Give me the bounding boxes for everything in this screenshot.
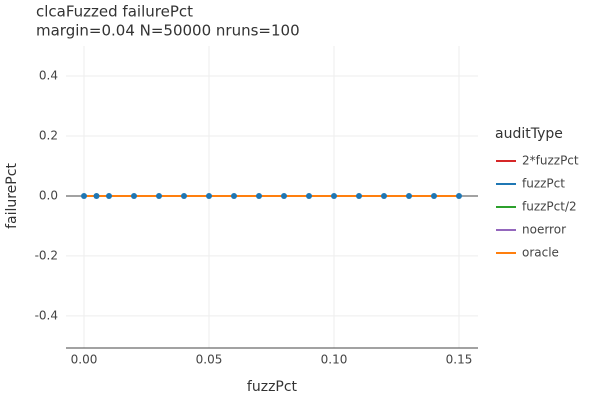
y-axis-title: failurePct [4,163,20,229]
y-tick-label: -0.4 [35,308,58,322]
point-marker [381,192,387,199]
y-tick-label: 0.2 [39,128,58,142]
point-marker [431,192,437,199]
x-axis-title: fuzzPct [247,379,298,395]
point-marker [281,192,287,199]
point-marker [356,192,362,199]
y-tick-label: 0.0 [39,188,58,202]
point-marker [331,192,337,199]
x-tick-label: 0.10 [321,353,348,367]
x-tick-label: 0.05 [196,353,223,367]
point-marker [456,192,462,199]
point-marker [131,192,137,199]
chart-subtitle: margin=0.04 N=50000 nruns=100 [36,22,300,40]
y-tick-label: -0.2 [35,248,58,262]
y-tick-label: 0.4 [39,68,58,82]
chart-title: clcaFuzzed failurePct [36,3,193,21]
legend-label: fuzzPct [522,177,565,191]
legend-label: noerror [522,223,566,237]
point-marker [406,192,412,199]
point-marker [81,192,87,199]
point-marker [256,192,262,199]
point-marker [106,192,112,199]
legend-title: auditType [495,126,563,142]
legend-label: fuzzPct/2 [522,200,577,214]
point-marker [306,192,312,199]
legend-label: 2*fuzzPct [522,154,579,168]
point-marker [206,192,212,199]
legend-label: oracle [522,246,559,260]
point-marker [181,192,187,199]
x-tick-label: 0.00 [71,353,98,367]
x-tick-label: 0.15 [446,353,473,367]
point-marker [231,192,237,199]
point-marker [93,192,100,199]
point-marker [156,192,162,199]
